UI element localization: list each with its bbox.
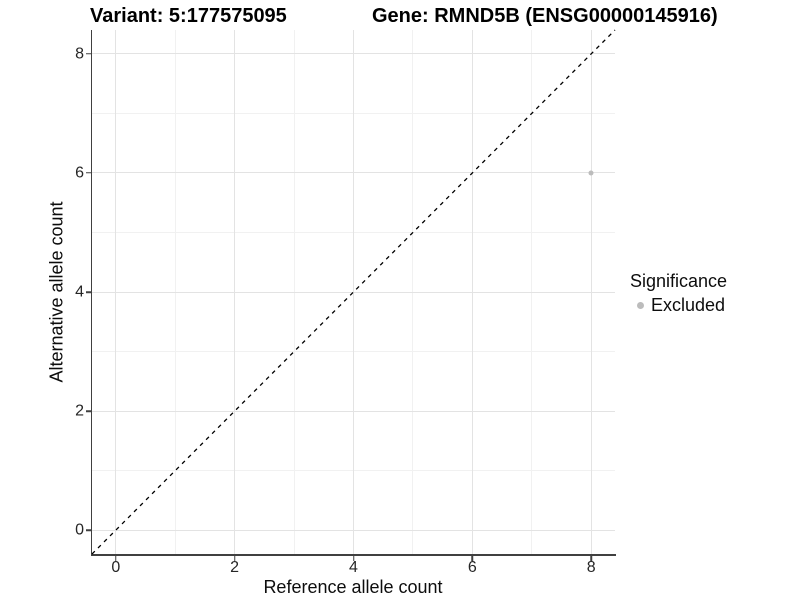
y-axis-tick-mark bbox=[85, 291, 91, 293]
x-axis-tick-label: 0 bbox=[111, 559, 121, 576]
gridline-major-horizontal bbox=[92, 53, 615, 55]
data-point-excluded bbox=[588, 170, 594, 176]
plot-title-gene: Gene: RMND5B (ENSG00000145916) bbox=[372, 5, 718, 27]
plot-panel bbox=[91, 29, 616, 555]
x-axis-line bbox=[90, 554, 616, 556]
y-axis-tick-mark bbox=[85, 410, 91, 412]
legend-item-label: Excluded bbox=[651, 295, 726, 315]
y-axis-tick-mark bbox=[85, 529, 91, 531]
identity-dashed-line bbox=[91, 29, 616, 555]
y-axis-tick-label: 0 bbox=[75, 521, 84, 539]
y-axis-line bbox=[90, 30, 92, 556]
y-axis-tick-label: 2 bbox=[75, 402, 84, 420]
legend: Significance Excluded bbox=[630, 270, 727, 315]
legend-title: Significance bbox=[630, 271, 728, 291]
y-axis-tick-mark bbox=[85, 53, 91, 55]
x-axis-tick-mark bbox=[352, 555, 355, 561]
y-axis-tick-label: 4 bbox=[75, 283, 84, 301]
x-axis-tick-mark bbox=[233, 555, 236, 561]
y-axis-tick-mark bbox=[85, 172, 91, 174]
x-axis-title: Reference allele count bbox=[263, 577, 443, 597]
y-axis-tick-label: 8 bbox=[75, 45, 84, 63]
plot-title-variant: Variant: 5:177575095 bbox=[90, 5, 287, 27]
x-axis-tick-mark bbox=[590, 555, 592, 561]
gridline-major-horizontal bbox=[92, 291, 615, 293]
gridline-major-horizontal bbox=[92, 172, 615, 174]
x-axis-tick-label: 6 bbox=[467, 559, 477, 576]
legend-item-excluded: Excluded bbox=[630, 295, 727, 315]
legend-point-swatch bbox=[637, 301, 644, 309]
gridline-major-horizontal bbox=[92, 529, 615, 531]
x-axis-tick-mark bbox=[115, 555, 117, 561]
y-axis-title: Alternative allele count bbox=[46, 201, 67, 383]
x-axis-tick-label: 2 bbox=[230, 559, 240, 576]
x-axis-tick-mark bbox=[471, 555, 474, 561]
y-axis-tick-label: 6 bbox=[75, 164, 84, 182]
x-axis-tick-label: 8 bbox=[586, 559, 596, 576]
gridline-major-horizontal bbox=[92, 410, 615, 412]
x-axis-tick-label: 4 bbox=[349, 559, 358, 576]
